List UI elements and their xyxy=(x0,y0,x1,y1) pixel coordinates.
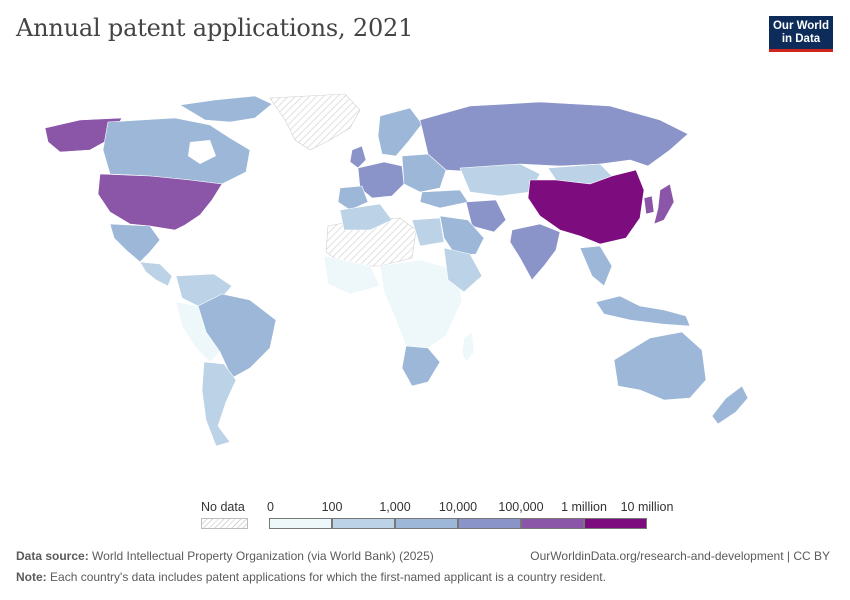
legend-bin-swatch[interactable] xyxy=(458,518,521,529)
legend-bin-swatch[interactable] xyxy=(332,518,395,529)
legend-bin-swatch[interactable] xyxy=(269,518,332,529)
legend-no-data-swatch xyxy=(201,518,248,529)
region-iran[interactable] xyxy=(465,199,507,233)
region-japan[interactable] xyxy=(653,183,675,225)
region-algeria[interactable] xyxy=(339,203,393,231)
legend-bin-swatch[interactable] xyxy=(395,518,458,529)
data-source-label: Data source: xyxy=(16,549,89,563)
owid-logo[interactable]: Our World in Data xyxy=(769,16,833,52)
legend-bin-swatch[interactable] xyxy=(584,518,647,529)
legend-tick-label: 0 xyxy=(267,500,274,514)
region-mexico[interactable] xyxy=(109,223,161,263)
legend-bin-swatch[interactable] xyxy=(521,518,584,529)
region-russia[interactable] xyxy=(419,101,689,173)
region-kazakhstan[interactable] xyxy=(459,163,541,197)
region-argentina-chile[interactable] xyxy=(201,361,237,447)
chart-note: Note: Each country's data includes paten… xyxy=(16,570,606,584)
region-west-africa[interactable] xyxy=(323,255,381,295)
region-greenland[interactable] xyxy=(269,93,361,151)
region-central-africa[interactable] xyxy=(379,259,463,349)
legend-tick-label: 10,000 xyxy=(438,500,478,514)
region-madagascar[interactable] xyxy=(461,331,475,363)
logo-line-1: Our World xyxy=(772,20,829,32)
data-source-text: World Intellectual Property Organization… xyxy=(92,549,434,563)
footer-url[interactable]: OurWorldinData.org/research-and-developm… xyxy=(530,549,830,563)
region-indonesia[interactable] xyxy=(595,295,691,327)
chart-title: Annual patent applications, 2021 xyxy=(16,14,414,42)
region-arctic-canada[interactable] xyxy=(179,95,273,123)
world-map xyxy=(0,80,850,460)
region-alaska[interactable] xyxy=(44,117,123,153)
data-source: Data source: World Intellectual Property… xyxy=(16,549,434,563)
region-east-africa[interactable] xyxy=(443,247,483,293)
region-iberia[interactable] xyxy=(337,185,369,211)
hudson-bay xyxy=(188,140,216,164)
world-map-svg xyxy=(44,93,749,447)
region-united-states[interactable] xyxy=(97,173,223,231)
region-saudi-arabia[interactable] xyxy=(439,215,485,257)
region-new-zealand[interactable] xyxy=(711,385,749,425)
note-label: Note: xyxy=(16,570,47,584)
region-korea[interactable] xyxy=(643,195,655,215)
legend-tick-label: 1,000 xyxy=(379,500,411,514)
region-turkey[interactable] xyxy=(419,189,469,209)
region-southeast-asia[interactable] xyxy=(579,245,613,287)
legend-no-data-label: No data xyxy=(201,500,245,514)
legend-tick-label: 10 million xyxy=(620,500,674,514)
region-peru-bolivia[interactable] xyxy=(175,301,221,363)
region-south-africa[interactable] xyxy=(401,345,441,387)
region-canada[interactable] xyxy=(102,117,251,185)
region-central-america[interactable] xyxy=(139,261,173,287)
legend-tick-label: 1 million xyxy=(561,500,607,514)
legend-tick-label: 100 xyxy=(321,500,343,514)
region-egypt[interactable] xyxy=(411,217,445,247)
legend-tick-label: 100,000 xyxy=(498,500,544,514)
region-india[interactable] xyxy=(509,223,561,281)
map-legend: No data 0 100 1,000 10,000 100,000 1 million 1… xyxy=(0,492,850,532)
region-australia[interactable] xyxy=(613,331,707,401)
region-scandinavia[interactable] xyxy=(377,107,423,157)
region-china[interactable] xyxy=(527,169,645,245)
note-text: Each country's data includes patent appl… xyxy=(50,570,606,584)
logo-line-2: in Data xyxy=(781,33,821,45)
region-western-europe[interactable] xyxy=(357,161,405,199)
region-united-kingdom[interactable] xyxy=(349,145,367,169)
